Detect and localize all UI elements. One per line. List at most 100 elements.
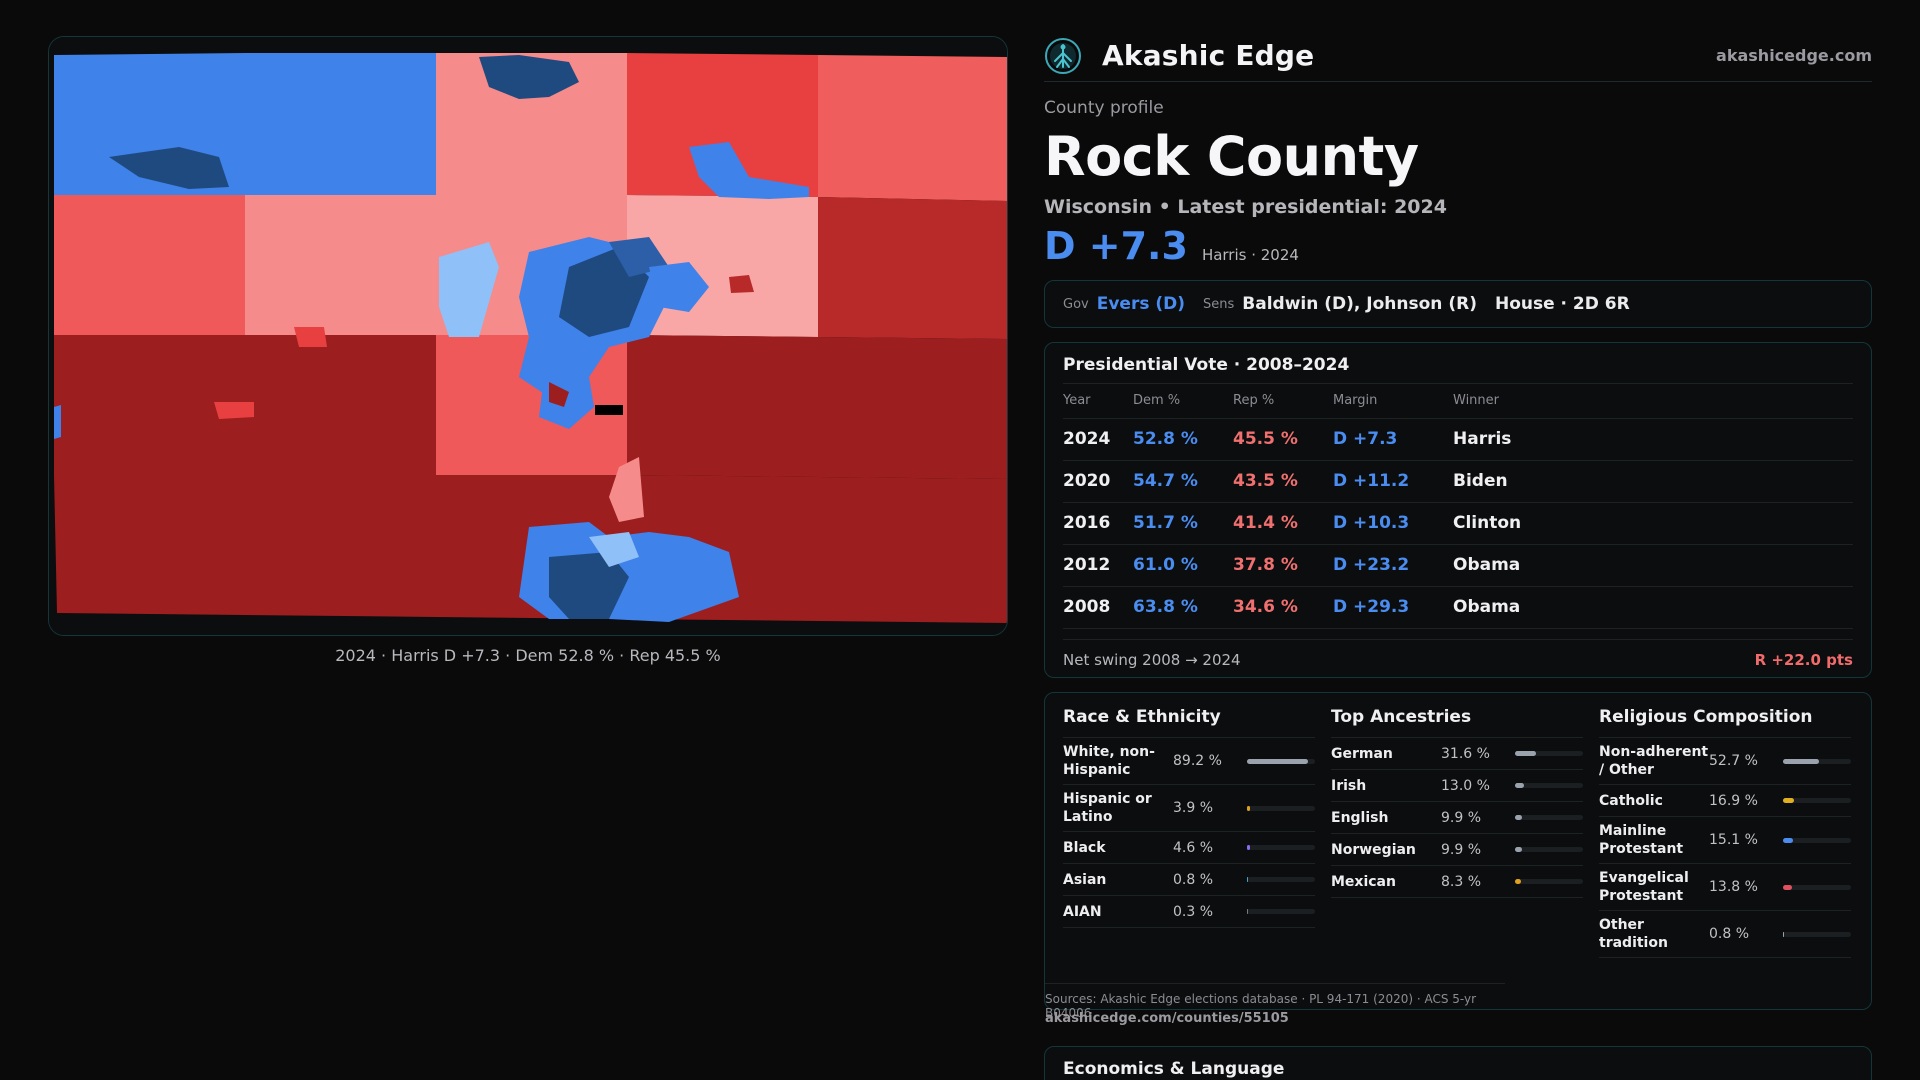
- ancestry-title: Top Ancestries: [1331, 707, 1583, 738]
- share-bar-fill: [1247, 758, 1308, 764]
- demographic-value: 0.8 %: [1709, 926, 1750, 942]
- sources-url[interactable]: akashicedge.com/counties/55105: [1045, 1011, 1289, 1026]
- township-block[interactable]: [245, 195, 436, 335]
- town-evansville[interactable]: [109, 147, 229, 189]
- town-edgerton[interactable]: [689, 142, 809, 199]
- town-precinct[interactable]: [54, 405, 61, 439]
- share-bar: [1783, 884, 1851, 890]
- precinct-map-svg: [49, 37, 1008, 635]
- town-orfordville[interactable]: [214, 402, 254, 419]
- township-block[interactable]: [245, 475, 436, 617]
- demographics-card: Race & Ethnicity White, non-Hispanic 89.2…: [1044, 692, 1872, 1026]
- demographic-row: Other tradition 0.8 %: [1599, 911, 1851, 958]
- cell-year: 2020: [1063, 460, 1133, 503]
- share-bar-fill: [1515, 847, 1522, 852]
- brand-url[interactable]: akashicedge.com: [1716, 46, 1872, 65]
- page-kicker: County profile: [1044, 98, 1164, 118]
- town-precinct[interactable]: [294, 327, 327, 347]
- township-block[interactable]: [245, 53, 436, 195]
- map-caption: 2024 · Harris D +7.3 · Dem 52.8 % · Rep …: [335, 646, 721, 665]
- cell-dem: 54.7 %: [1133, 460, 1233, 503]
- share-bar: [1783, 798, 1851, 803]
- economics-title: Economics & Language: [1063, 1059, 1285, 1079]
- township-block[interactable]: [818, 55, 1008, 201]
- share-bar-fill: [1783, 758, 1819, 764]
- township-block[interactable]: [54, 195, 245, 335]
- share-bar-fill: [1783, 931, 1785, 937]
- demographic-row: Mainline Protestant 15.1 %: [1599, 817, 1851, 864]
- demographic-row: English 9.9 %: [1331, 802, 1583, 834]
- town-precinct[interactable]: [729, 275, 754, 293]
- township-block[interactable]: [818, 197, 1008, 339]
- demographic-value: 0.3 %: [1173, 903, 1214, 920]
- col-margin: Margin: [1333, 384, 1453, 419]
- table-row[interactable]: 2012 61.0 % 37.8 % D +23.2 Obama: [1063, 544, 1853, 587]
- tree-of-life-icon[interactable]: [1044, 37, 1082, 75]
- share-bar-fill: [1247, 805, 1250, 811]
- table-row[interactable]: 2020 54.7 % 43.5 % D +11.2 Biden: [1063, 460, 1853, 503]
- cell-winner: Obama: [1453, 544, 1853, 587]
- cell-winner: Biden: [1453, 460, 1853, 503]
- town-milton-area[interactable]: [479, 55, 579, 99]
- share-bar: [1515, 847, 1583, 852]
- township-block[interactable]: [54, 475, 245, 615]
- share-bar-fill: [1247, 909, 1249, 914]
- table-row[interactable]: 2016 51.7 % 41.4 % D +10.3 Clinton: [1063, 502, 1853, 545]
- share-bar-fill: [1515, 815, 1522, 820]
- demographic-value: 31.6 %: [1441, 745, 1490, 762]
- beloit-urban-area[interactable]: [519, 457, 739, 622]
- township-block[interactable]: [627, 335, 818, 477]
- demographic-row: Black 4.6 %: [1063, 832, 1315, 864]
- col-dem: Dem %: [1133, 384, 1233, 419]
- demographic-value: 9.9 %: [1441, 841, 1482, 858]
- cell-year: 2012: [1063, 544, 1133, 587]
- ancestry-column: Top Ancestries German 31.6 % Irish 13.0 % En…: [1331, 707, 1583, 958]
- page-title: Rock County: [1044, 125, 1419, 188]
- township-block[interactable]: [818, 477, 1008, 623]
- table-row[interactable]: 2008 63.8 % 34.6 % D +29.3 Obama: [1063, 586, 1853, 629]
- cell-dem: 61.0 %: [1133, 544, 1233, 587]
- demographic-value: 15.1 %: [1709, 832, 1758, 848]
- latest-margin: D +7.3 Harris · 2024: [1044, 224, 1872, 268]
- township-block[interactable]: [436, 53, 627, 195]
- demographic-label: AIAN: [1063, 903, 1102, 920]
- cell-rep: 41.4 %: [1233, 502, 1333, 545]
- share-bar: [1515, 879, 1583, 884]
- share-bar: [1247, 805, 1315, 811]
- share-bar: [1515, 783, 1583, 788]
- demographic-value: 9.9 %: [1441, 809, 1482, 826]
- township-block[interactable]: [245, 335, 436, 475]
- demographic-label: Mainline Protestant: [1599, 823, 1684, 857]
- demographic-label: Non-adherent / Other: [1599, 744, 1709, 778]
- township-block[interactable]: [818, 337, 1008, 479]
- township-block[interactable]: [627, 53, 818, 197]
- religion-title: Religious Composition: [1599, 707, 1851, 738]
- gov-value: Evers (D): [1096, 294, 1186, 314]
- demographic-label: German: [1331, 745, 1393, 762]
- col-year: Year: [1063, 384, 1133, 419]
- share-bar-fill: [1515, 879, 1521, 884]
- net-swing-value: R +22.0 pts: [1754, 651, 1853, 669]
- cell-rep: 34.6 %: [1233, 586, 1333, 629]
- share-bar: [1783, 931, 1851, 937]
- precinct-map[interactable]: [48, 36, 1008, 636]
- janesville-urban-area[interactable]: [439, 237, 709, 429]
- cell-dem: 52.8 %: [1133, 418, 1233, 461]
- demographic-label: Other tradition: [1599, 917, 1668, 951]
- demographic-value: 52.7 %: [1709, 753, 1758, 769]
- brand-name[interactable]: Akashic Edge: [1102, 39, 1315, 72]
- county-subline: Wisconsin • Latest presidential: 2024: [1044, 196, 1447, 218]
- cell-margin: D +10.3: [1333, 502, 1453, 545]
- house-value: House · 2D 6R: [1494, 294, 1630, 314]
- cell-dem: 63.8 %: [1133, 586, 1233, 629]
- demographic-label: Evangelical Protestant: [1599, 870, 1689, 904]
- table-row[interactable]: 2024 52.8 % 45.5 % D +7.3 Harris: [1063, 418, 1853, 461]
- share-bar: [1783, 758, 1851, 764]
- margin-value: D +7.3: [1044, 224, 1188, 268]
- demographic-value: 13.8 %: [1709, 879, 1758, 895]
- township-block[interactable]: [54, 335, 245, 475]
- sens-value: Baldwin (D), Johnson (R): [1242, 294, 1477, 314]
- cell-winner: Clinton: [1453, 502, 1853, 545]
- demographic-label: English: [1331, 809, 1389, 826]
- cell-dem: 51.7 %: [1133, 502, 1233, 545]
